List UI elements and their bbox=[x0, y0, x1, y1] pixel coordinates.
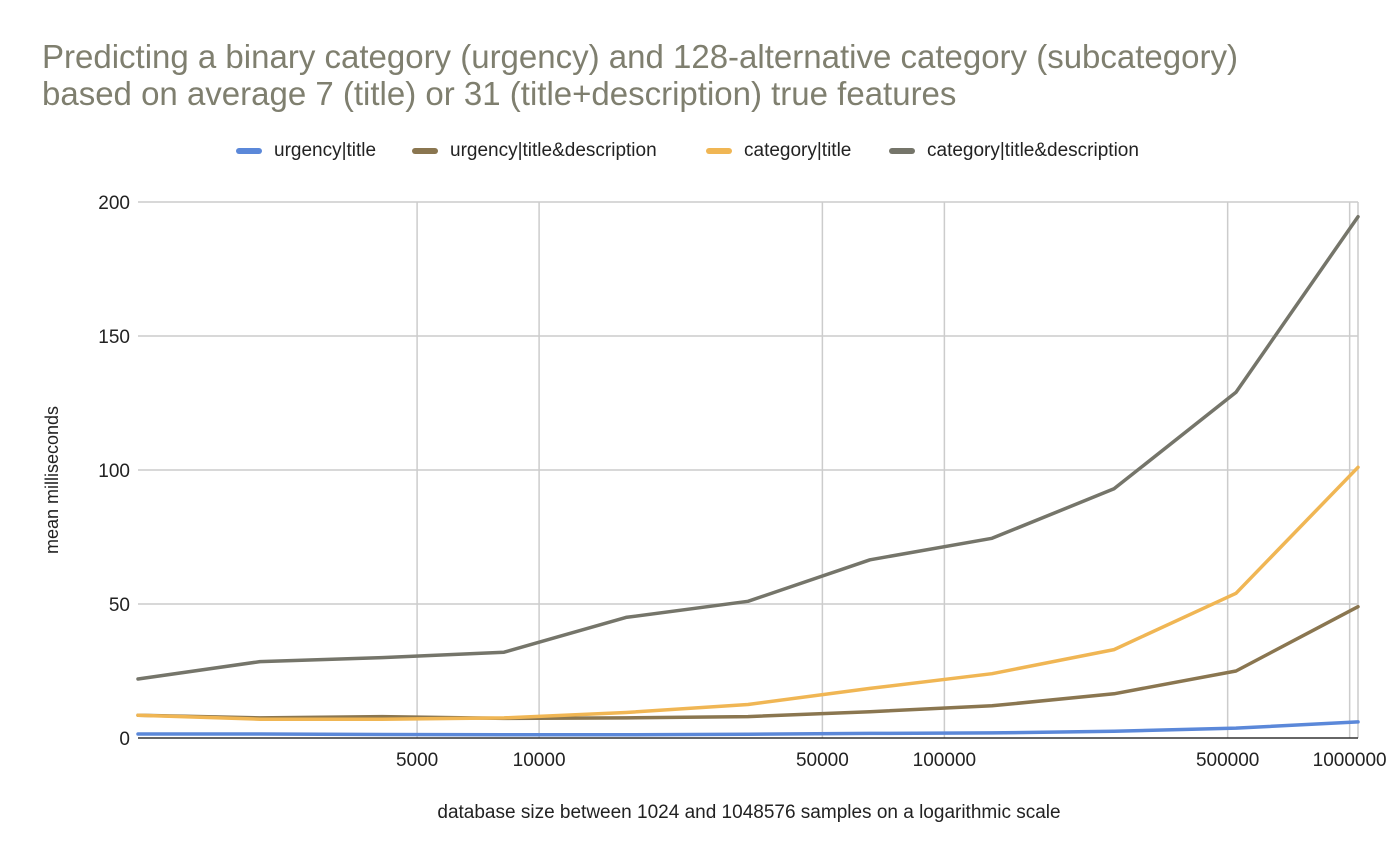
x-tick-label: 50000 bbox=[796, 750, 849, 771]
y-tick-label: 50 bbox=[109, 595, 130, 616]
x-tick-label: 500000 bbox=[1196, 750, 1259, 771]
x-tick-label: 10000 bbox=[513, 750, 566, 771]
legend-item-category-title-description[interactable]: category|title&description bbox=[889, 140, 1139, 162]
legend-swatch-urgency-title-description bbox=[412, 148, 438, 154]
x-tick-label: 100000 bbox=[913, 750, 976, 771]
legend-swatch-urgency-title bbox=[236, 148, 262, 154]
x-tick-labels: 5000 10000 50000 100000 500000 1000000 bbox=[396, 750, 1387, 771]
legend-label-category-title-description: category|title&description bbox=[927, 140, 1139, 161]
grid-lines bbox=[138, 201, 1359, 738]
legend-swatch-category-title-description bbox=[889, 148, 915, 154]
legend-item-urgency-title[interactable]: urgency|title bbox=[236, 140, 376, 162]
legend-label-urgency-title-description: urgency|title&description bbox=[450, 140, 657, 161]
x-axis-label: database size between 1024 and 1048576 s… bbox=[437, 802, 1060, 823]
y-tick-label: 100 bbox=[98, 461, 130, 482]
chart-title-line-2: based on average 7 (title) or 31 (title+… bbox=[42, 75, 957, 112]
y-tick-label: 150 bbox=[98, 327, 130, 348]
legend-label-category-title: category|title bbox=[744, 140, 852, 161]
legend-item-urgency-title-description[interactable]: urgency|title&description bbox=[412, 140, 657, 162]
y-tick-labels: 0 50 100 150 200 bbox=[98, 193, 130, 750]
series-line-1 bbox=[136, 604, 1360, 721]
series-line-0 bbox=[136, 720, 1360, 737]
legend-swatch-category-title bbox=[706, 148, 732, 154]
series-lines bbox=[136, 214, 1360, 737]
legend-item-category-title[interactable]: category|title bbox=[706, 140, 851, 162]
chart-title: Predicting a binary category (urgency) a… bbox=[42, 38, 1372, 112]
y-tick-label: 200 bbox=[98, 193, 130, 214]
chart-title-line-1: Predicting a binary category (urgency) a… bbox=[42, 38, 1238, 75]
series-line-2 bbox=[136, 465, 1360, 721]
chart-legend: urgency|title urgency|title&description … bbox=[0, 140, 1400, 164]
y-axis-label: mean milliseconds bbox=[42, 406, 62, 554]
x-tick-label: 1000000 bbox=[1313, 750, 1387, 771]
x-tick-label: 5000 bbox=[396, 750, 438, 771]
legend-label-urgency-title: urgency|title bbox=[274, 140, 377, 161]
y-tick-label: 0 bbox=[119, 729, 130, 750]
series-line-3 bbox=[136, 214, 1360, 681]
